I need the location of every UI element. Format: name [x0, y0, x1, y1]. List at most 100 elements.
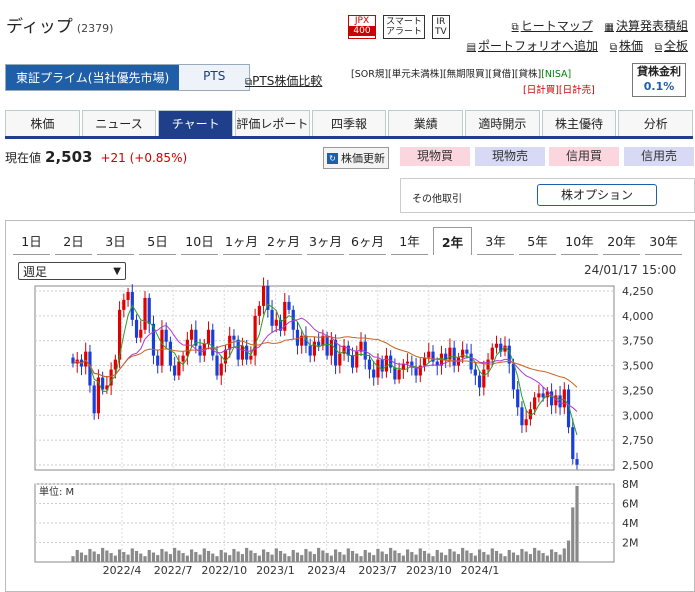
margin-buy-button[interactable]: 信用買: [549, 147, 619, 166]
nav-stock-price[interactable]: 株価: [5, 110, 80, 136]
earnings-schedule-link[interactable]: ▦ 決算発表積組: [604, 19, 688, 33]
range-tab[interactable]: 1ヶ月: [223, 227, 260, 255]
volume-tick-label: 4M: [622, 517, 639, 530]
jpx400-badge[interactable]: JPX 400: [348, 15, 376, 39]
stock-price-link[interactable]: ⧉ 株価: [609, 39, 644, 53]
price-tick-label: 2,750: [622, 434, 654, 447]
candle-body: [461, 349, 465, 358]
volume-bar: [384, 554, 389, 562]
price-plot-frame: [34, 285, 615, 471]
range-tab[interactable]: 3年: [477, 227, 514, 255]
candle-body: [376, 359, 380, 378]
candle-body: [96, 377, 101, 414]
volume-bar: [482, 552, 486, 562]
volume-bar: [109, 553, 113, 562]
nav-report[interactable]: 評価レポート: [235, 110, 310, 136]
volume-bar: [477, 549, 482, 562]
range-tab[interactable]: 1年: [391, 227, 428, 255]
volume-bar: [96, 554, 101, 562]
range-tab[interactable]: 5年: [519, 227, 556, 255]
candle-body: [126, 291, 130, 300]
volume-bar: [427, 553, 431, 562]
candle-body: [554, 395, 558, 406]
candle-body: [160, 329, 164, 366]
candle-body: [524, 419, 528, 426]
candle-body: [312, 341, 317, 356]
candle-body: [482, 369, 486, 388]
full-board-link[interactable]: ⧉ 全板: [654, 39, 688, 53]
range-tab-active[interactable]: 2年: [433, 227, 472, 255]
range-tab[interactable]: 10日: [181, 227, 218, 255]
range-tab[interactable]: 3ヶ月: [307, 227, 344, 255]
volume-bar: [215, 556, 219, 562]
volume-bar: [473, 555, 477, 562]
candle-body: [380, 359, 384, 372]
candle-body: [308, 345, 312, 356]
volume-bar: [139, 553, 143, 562]
volume-bar: [494, 550, 499, 562]
volume-bar: [431, 556, 435, 562]
candle-body: [503, 345, 507, 352]
volume-bar: [511, 552, 516, 562]
volume-bar: [541, 553, 545, 562]
candle-body: [410, 361, 414, 368]
candle-body: [291, 309, 295, 330]
candle-body: [541, 393, 545, 398]
candle-body: [431, 351, 435, 362]
range-tab[interactable]: 3日: [97, 227, 134, 255]
volume-bar: [198, 554, 202, 562]
candle-body: [333, 339, 338, 366]
nav-shikiho[interactable]: 四季報: [311, 110, 387, 136]
volume-bar: [151, 552, 156, 562]
cash-sell-button[interactable]: 現物売: [475, 147, 545, 166]
candle-body: [92, 385, 96, 414]
range-tab[interactable]: 30年: [645, 227, 682, 255]
volume-bar: [92, 551, 96, 562]
header-badges: JPX 400 スマート アラート IR TV: [348, 15, 450, 39]
candle-body: [194, 329, 198, 346]
range-tab[interactable]: 5日: [139, 227, 176, 255]
range-tab[interactable]: 1日: [13, 227, 50, 255]
margin-sell-button[interactable]: 信用売: [624, 147, 694, 166]
candle-body: [384, 355, 389, 372]
company-title: ディップ (2379): [6, 12, 113, 37]
nav-chart[interactable]: チャート: [158, 110, 234, 136]
period-select[interactable]: 週足 ▼: [18, 262, 126, 280]
candle-body: [465, 349, 469, 354]
range-tab[interactable]: 2日: [55, 227, 92, 255]
irtv-badge[interactable]: IR TV: [432, 15, 450, 39]
range-tab[interactable]: 2ヶ月: [265, 227, 302, 255]
candle-body: [558, 395, 562, 408]
volume-bar: [389, 547, 393, 562]
refresh-button[interactable]: ↻ 株価更新: [323, 147, 389, 169]
volume-bar: [126, 554, 130, 562]
stock-option-button[interactable]: 株オプション: [537, 184, 657, 206]
range-tab[interactable]: 10年: [561, 227, 598, 255]
volume-bar: [524, 551, 528, 562]
volume-bar: [88, 548, 92, 562]
candle-body: [367, 359, 372, 370]
lending-rate-label: 貸株金利: [637, 65, 681, 78]
range-tab[interactable]: 6ヶ月: [349, 227, 386, 255]
volume-bar: [308, 551, 312, 562]
volume-bar: [435, 549, 439, 562]
market-tab-prime[interactable]: 東証プライム(当社優先市場): [6, 65, 180, 90]
market-tab-pts[interactable]: PTS: [179, 65, 250, 90]
portfolio-add-link[interactable]: ▤ ポートフォリオへ追加: [466, 39, 599, 53]
heatmap-link[interactable]: ⧉ ヒートマップ: [511, 19, 593, 33]
nav-disclosure[interactable]: 適時開示: [465, 110, 540, 136]
nav-benefits[interactable]: 株主優待: [541, 110, 617, 136]
nav-performance[interactable]: 業績: [388, 110, 464, 136]
smart-alert-badge[interactable]: スマート アラート: [383, 15, 426, 39]
volume-bar: [130, 548, 134, 562]
nav-analysis[interactable]: 分析: [618, 110, 694, 136]
cash-buy-button[interactable]: 現物買: [400, 147, 470, 166]
pts-compare-link[interactable]: ⧉PTS株価比較: [245, 74, 323, 88]
volume-bar: [503, 556, 507, 562]
candle-body: [257, 305, 261, 316]
volume-bar: [414, 554, 418, 562]
nav-news[interactable]: ニュース: [81, 110, 157, 136]
range-tab[interactable]: 20年: [603, 227, 640, 255]
candle-body: [473, 369, 477, 376]
